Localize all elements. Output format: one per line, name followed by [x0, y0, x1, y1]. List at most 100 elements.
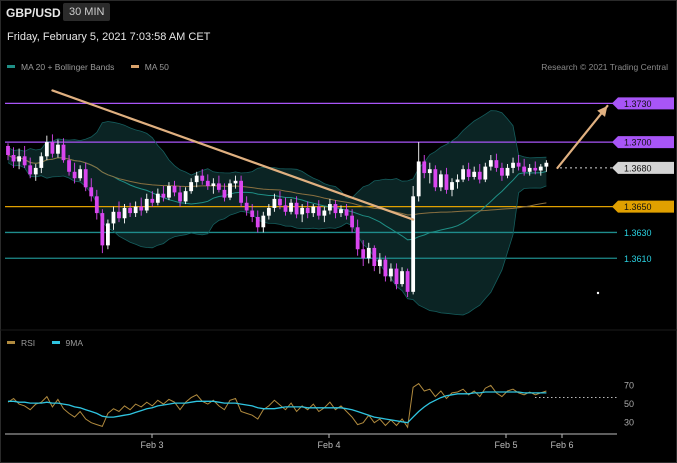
candle-body [516, 162, 521, 167]
candle-body [205, 180, 210, 186]
candle-body [450, 182, 454, 190]
legend-swatch-ma50 [130, 65, 139, 69]
level-label: 1.3610 [624, 254, 652, 264]
candle-body [250, 210, 255, 217]
candle-body [155, 193, 160, 203]
candle-body [344, 209, 349, 216]
level-label: 1.3650 [624, 202, 652, 212]
legend-swatch-9ma [51, 341, 60, 345]
candle-body [28, 165, 33, 175]
legend-label-bollinger[interactable]: MA 20 + Bollinger Bands [21, 62, 115, 72]
candle-body [261, 215, 266, 228]
level-tag [612, 97, 674, 110]
level-label: 1.3700 [624, 138, 652, 148]
level-tag [612, 200, 674, 213]
candle-body [150, 198, 155, 203]
candle-body [194, 175, 199, 183]
candle-body [405, 271, 410, 292]
chart-datetime: Friday, February 5, 2021 7:03:58 AM CET [7, 31, 211, 43]
candle-body [228, 183, 232, 198]
candle-body [544, 162, 549, 167]
candle-body [389, 268, 393, 277]
candle-body [339, 209, 343, 214]
candle-body [483, 166, 488, 180]
candle-body [533, 167, 538, 171]
level-tag [612, 161, 674, 174]
bollinger-band-fill [8, 110, 547, 315]
candle-body [189, 182, 194, 192]
rsi-legend: RSI 9MA [7, 338, 83, 348]
candle-body [117, 211, 121, 219]
time-axis-label: Feb 6 [550, 440, 573, 450]
candle-body [106, 223, 110, 246]
legend-label-9ma[interactable]: 9MA [65, 338, 84, 348]
candle-body [272, 198, 277, 208]
candle-body [61, 144, 66, 161]
candle-body [94, 196, 99, 214]
candle-body [255, 216, 260, 228]
candle-body [39, 156, 44, 168]
candle-body [72, 171, 77, 179]
timeframe-button[interactable]: 30 MIN [63, 3, 111, 21]
candle-body [172, 185, 177, 193]
candle-body [394, 268, 399, 285]
candle-body [211, 183, 216, 186]
candle-body [100, 213, 105, 246]
candle-body [411, 196, 416, 292]
candle-body [361, 249, 366, 259]
candle-body [333, 204, 338, 214]
candle-body [144, 198, 149, 211]
time-axis-label: Feb 5 [494, 440, 517, 450]
ma50-line [7, 154, 547, 216]
rsi-9ma-line [8, 391, 547, 424]
candle-body [488, 160, 493, 167]
candle-body [111, 211, 116, 224]
level-label: 1.3680 [624, 163, 652, 173]
candle-body [427, 169, 432, 174]
legend-swatch-bollinger [7, 65, 15, 69]
candle-body [377, 259, 382, 267]
candle-body [139, 206, 144, 211]
candle-body [400, 271, 404, 285]
candle-body [289, 202, 293, 212]
rsi-line [7, 382, 547, 429]
rsi-tick-label: 50 [624, 399, 634, 409]
level-label: 1.3630 [624, 228, 652, 238]
candle-body [183, 191, 188, 202]
candle-body [122, 207, 127, 219]
candle-body [17, 156, 21, 162]
candle-body [444, 174, 449, 190]
candle-body [11, 155, 16, 162]
legend-label-rsi[interactable]: RSI [21, 338, 36, 348]
candle-body [416, 161, 421, 197]
candle-body [78, 169, 83, 179]
candle-body [422, 161, 427, 174]
candle-body [266, 207, 271, 216]
candle-body [22, 156, 27, 166]
time-axis-label: Feb 3 [140, 440, 163, 450]
candle-body [217, 183, 221, 190]
legend-label-ma50[interactable]: MA 50 [144, 62, 169, 72]
forecast-arrow [556, 104, 609, 170]
rsi-tick-label: 70 [624, 380, 634, 390]
candle-body [239, 180, 243, 203]
candle-body [278, 198, 282, 206]
candle-body [538, 166, 543, 171]
candle-body [44, 142, 49, 157]
candle-body [372, 247, 377, 267]
candle-body [133, 206, 138, 214]
candle-body [56, 144, 60, 154]
candle-body [233, 180, 238, 184]
candle-body [305, 207, 310, 214]
candle-body [294, 202, 299, 215]
candle-body [433, 169, 438, 188]
rsi-tick-label: 30 [624, 418, 634, 428]
candle-body [50, 142, 55, 154]
candle-body [67, 160, 71, 172]
candle-body [500, 167, 504, 176]
candle-body [244, 202, 249, 211]
level-label: 1.3730 [624, 99, 652, 109]
candle-body [316, 206, 321, 216]
trendline [51, 89, 415, 221]
